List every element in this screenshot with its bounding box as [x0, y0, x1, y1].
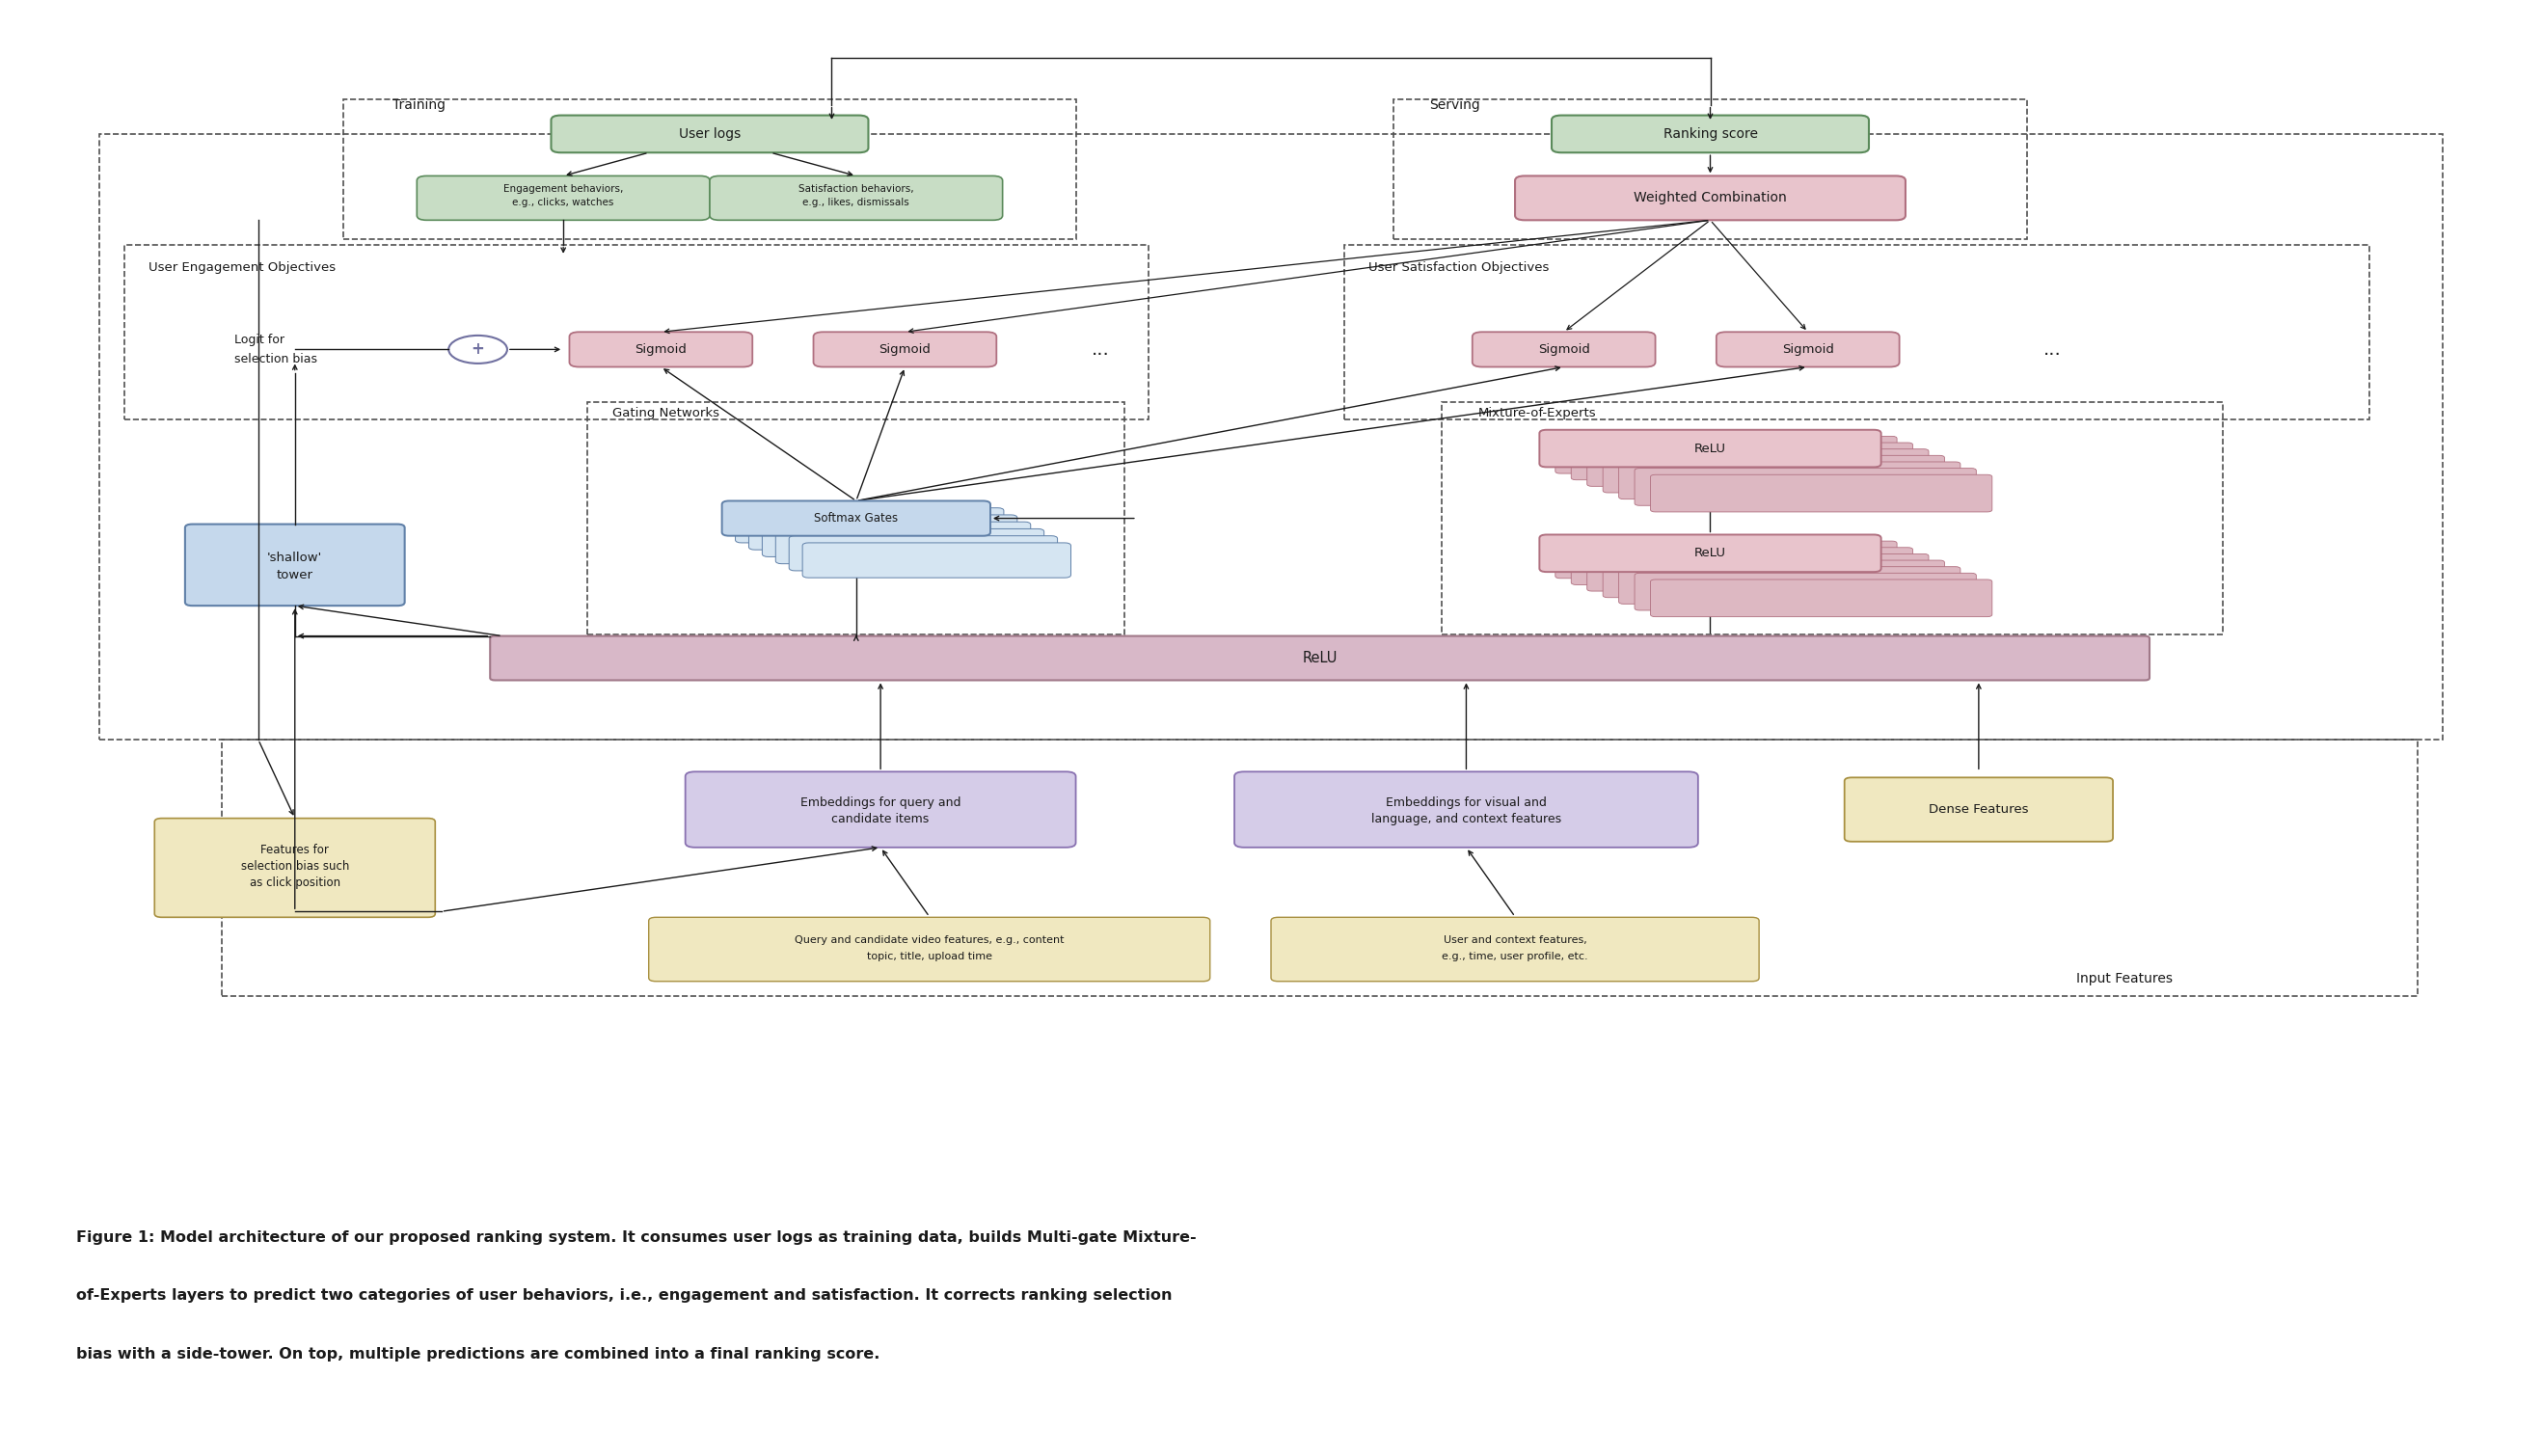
FancyBboxPatch shape: [1556, 437, 1896, 473]
Text: ReLU: ReLU: [1302, 651, 1337, 665]
FancyBboxPatch shape: [1540, 430, 1881, 467]
Text: ...: ...: [2044, 341, 2062, 358]
Text: Logit for: Logit for: [234, 333, 285, 347]
FancyBboxPatch shape: [722, 501, 991, 536]
Text: topic, title, upload time: topic, title, upload time: [867, 951, 991, 961]
FancyBboxPatch shape: [1650, 579, 1993, 617]
FancyBboxPatch shape: [155, 818, 435, 917]
FancyBboxPatch shape: [1619, 462, 1960, 499]
Text: selection bias: selection bias: [234, 352, 318, 365]
Bar: [1441, 402, 2222, 635]
FancyBboxPatch shape: [813, 332, 996, 367]
FancyBboxPatch shape: [569, 332, 752, 367]
FancyBboxPatch shape: [1716, 332, 1899, 367]
Text: User Engagement Objectives: User Engagement Objectives: [147, 262, 336, 274]
Text: selection bias such: selection bias such: [241, 860, 348, 874]
Text: Figure 1: Model architecture of our proposed ranking system. It consumes user lo: Figure 1: Model architecture of our prop…: [76, 1230, 1197, 1245]
Text: Query and candidate video features, e.g., content: Query and candidate video features, e.g.…: [796, 935, 1065, 945]
Text: language, and context features: language, and context features: [1370, 812, 1561, 826]
Text: candidate items: candidate items: [831, 812, 930, 826]
Bar: [1393, 99, 2029, 239]
Text: Training: Training: [391, 98, 445, 112]
Text: ReLU: ReLU: [1696, 547, 1726, 559]
FancyBboxPatch shape: [648, 917, 1210, 981]
FancyBboxPatch shape: [788, 536, 1057, 571]
Text: Sigmoid: Sigmoid: [1538, 344, 1589, 355]
FancyBboxPatch shape: [803, 543, 1070, 578]
Text: Mixture-of-Experts: Mixture-of-Experts: [1479, 408, 1596, 419]
FancyBboxPatch shape: [735, 508, 1004, 543]
FancyBboxPatch shape: [1551, 115, 1868, 153]
FancyBboxPatch shape: [186, 524, 404, 606]
Text: Engagement behaviors,: Engagement behaviors,: [503, 183, 623, 194]
Bar: [343, 99, 1075, 239]
FancyBboxPatch shape: [1635, 574, 1975, 610]
Bar: [587, 402, 1124, 635]
FancyBboxPatch shape: [1472, 332, 1655, 367]
FancyBboxPatch shape: [1235, 772, 1698, 847]
Bar: [221, 740, 2417, 996]
Text: Features for: Features for: [262, 844, 328, 856]
Text: Softmax Gates: Softmax Gates: [813, 513, 897, 524]
Text: e.g., time, user profile, etc.: e.g., time, user profile, etc.: [1441, 951, 1589, 961]
FancyBboxPatch shape: [1586, 448, 1929, 486]
FancyBboxPatch shape: [1650, 475, 1993, 513]
Text: of-Experts layers to predict two categories of user behaviors, i.e., engagement : of-Experts layers to predict two categor…: [76, 1289, 1172, 1303]
Text: +: +: [470, 341, 486, 358]
FancyBboxPatch shape: [750, 515, 1017, 550]
FancyBboxPatch shape: [1604, 456, 1945, 492]
Text: Input Features: Input Features: [2077, 971, 2173, 986]
FancyBboxPatch shape: [1540, 534, 1881, 572]
FancyBboxPatch shape: [1586, 553, 1929, 591]
Text: User Satisfaction Objectives: User Satisfaction Objectives: [1368, 262, 1548, 274]
Text: Sigmoid: Sigmoid: [880, 344, 930, 355]
FancyBboxPatch shape: [1604, 561, 1945, 597]
Text: e.g., clicks, watches: e.g., clicks, watches: [513, 198, 615, 208]
Text: Sigmoid: Sigmoid: [636, 344, 686, 355]
Text: Embeddings for query and: Embeddings for query and: [801, 796, 961, 810]
FancyBboxPatch shape: [491, 636, 2151, 680]
Text: User and context features,: User and context features,: [1444, 935, 1586, 945]
Text: Dense Features: Dense Features: [1929, 804, 2029, 815]
Text: e.g., likes, dismissals: e.g., likes, dismissals: [803, 198, 910, 208]
Text: Gating Networks: Gating Networks: [613, 408, 719, 419]
Text: as click position: as click position: [249, 877, 341, 890]
Text: Sigmoid: Sigmoid: [1782, 344, 1833, 355]
Bar: [1345, 245, 2369, 419]
FancyBboxPatch shape: [1571, 443, 1912, 480]
Text: ...: ...: [1091, 341, 1108, 358]
FancyBboxPatch shape: [709, 176, 1002, 220]
FancyBboxPatch shape: [1635, 469, 1975, 505]
FancyBboxPatch shape: [417, 176, 709, 220]
Text: tower: tower: [277, 569, 313, 582]
FancyBboxPatch shape: [1619, 566, 1960, 604]
Text: bias with a side-tower. On top, multiple predictions are combined into a final r: bias with a side-tower. On top, multiple…: [76, 1347, 880, 1361]
FancyBboxPatch shape: [552, 115, 869, 153]
FancyBboxPatch shape: [1845, 778, 2112, 842]
FancyBboxPatch shape: [763, 521, 1030, 556]
Text: 'shallow': 'shallow': [267, 552, 323, 565]
FancyBboxPatch shape: [1556, 542, 1896, 578]
Text: Embeddings for visual and: Embeddings for visual and: [1385, 796, 1546, 810]
Text: Ranking score: Ranking score: [1662, 127, 1757, 141]
Text: Satisfaction behaviors,: Satisfaction behaviors,: [798, 183, 913, 194]
Text: ReLU: ReLU: [1696, 443, 1726, 454]
Text: User logs: User logs: [679, 127, 740, 141]
Bar: [99, 134, 2443, 740]
Text: Serving: Serving: [1429, 98, 1479, 112]
FancyBboxPatch shape: [1571, 547, 1912, 585]
FancyBboxPatch shape: [1271, 917, 1759, 981]
Bar: [125, 245, 1149, 419]
FancyBboxPatch shape: [1515, 176, 1906, 220]
FancyBboxPatch shape: [686, 772, 1075, 847]
FancyBboxPatch shape: [775, 529, 1045, 563]
Text: Weighted Combination: Weighted Combination: [1635, 191, 1787, 205]
